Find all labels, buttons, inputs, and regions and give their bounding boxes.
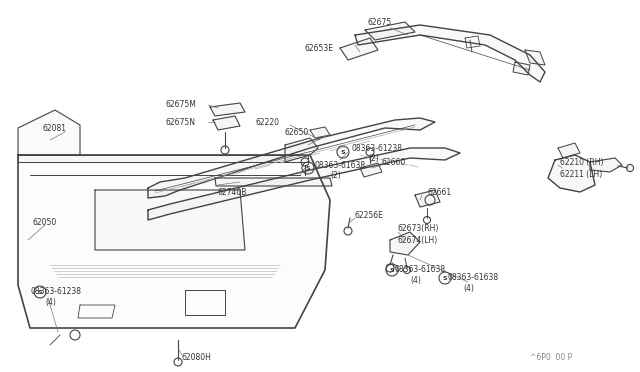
Text: 62673(RH): 62673(RH) <box>398 224 440 232</box>
Text: 08363-61638: 08363-61638 <box>395 266 446 275</box>
Text: 62080H: 62080H <box>182 353 212 362</box>
Polygon shape <box>148 118 435 198</box>
Text: 08363-61638: 08363-61638 <box>448 273 499 282</box>
Polygon shape <box>18 155 330 328</box>
Text: 62650: 62650 <box>285 128 309 137</box>
Text: 62050: 62050 <box>32 218 56 227</box>
Text: S: S <box>340 150 346 154</box>
Text: 62675N: 62675N <box>165 118 195 126</box>
Text: 62661: 62661 <box>428 187 452 196</box>
Text: 62675M: 62675M <box>165 99 196 109</box>
Polygon shape <box>285 138 318 162</box>
Text: 62256E: 62256E <box>355 211 384 219</box>
Text: S: S <box>38 289 42 295</box>
Polygon shape <box>213 116 240 130</box>
Text: 62675: 62675 <box>368 17 392 26</box>
Text: (4): (4) <box>410 276 421 285</box>
Text: (2): (2) <box>368 154 379 163</box>
Text: 08363-61238: 08363-61238 <box>30 288 81 296</box>
Text: S: S <box>443 276 447 280</box>
Text: 62660: 62660 <box>382 157 406 167</box>
Polygon shape <box>365 22 415 40</box>
Polygon shape <box>18 110 80 155</box>
Polygon shape <box>210 103 245 116</box>
Polygon shape <box>513 62 530 75</box>
Text: 62081: 62081 <box>42 124 66 132</box>
Polygon shape <box>525 50 545 65</box>
Text: (2): (2) <box>330 170 340 180</box>
Text: 62674(LH): 62674(LH) <box>398 235 438 244</box>
Polygon shape <box>148 148 460 220</box>
Polygon shape <box>415 190 440 207</box>
Polygon shape <box>310 127 330 138</box>
Polygon shape <box>558 143 580 158</box>
Polygon shape <box>360 163 382 177</box>
Polygon shape <box>95 190 245 250</box>
Text: 62210 (RH): 62210 (RH) <box>560 157 604 167</box>
Polygon shape <box>390 232 420 255</box>
Polygon shape <box>355 25 545 82</box>
Text: S: S <box>390 267 394 273</box>
Text: S: S <box>306 166 310 170</box>
Text: 62211 (LH): 62211 (LH) <box>560 170 602 179</box>
Text: 62653E: 62653E <box>305 44 334 52</box>
Polygon shape <box>548 155 595 192</box>
Text: ^6P0  00 P: ^6P0 00 P <box>530 353 572 362</box>
Text: (4): (4) <box>45 298 56 307</box>
Polygon shape <box>215 178 332 186</box>
Polygon shape <box>18 155 308 162</box>
Text: 08363-61238: 08363-61238 <box>352 144 403 153</box>
Text: (4): (4) <box>463 283 474 292</box>
Text: 62740B: 62740B <box>218 187 248 196</box>
Polygon shape <box>590 158 622 172</box>
Text: 62220: 62220 <box>255 118 279 126</box>
Polygon shape <box>340 38 378 60</box>
Text: 08363-61638: 08363-61638 <box>315 160 366 170</box>
